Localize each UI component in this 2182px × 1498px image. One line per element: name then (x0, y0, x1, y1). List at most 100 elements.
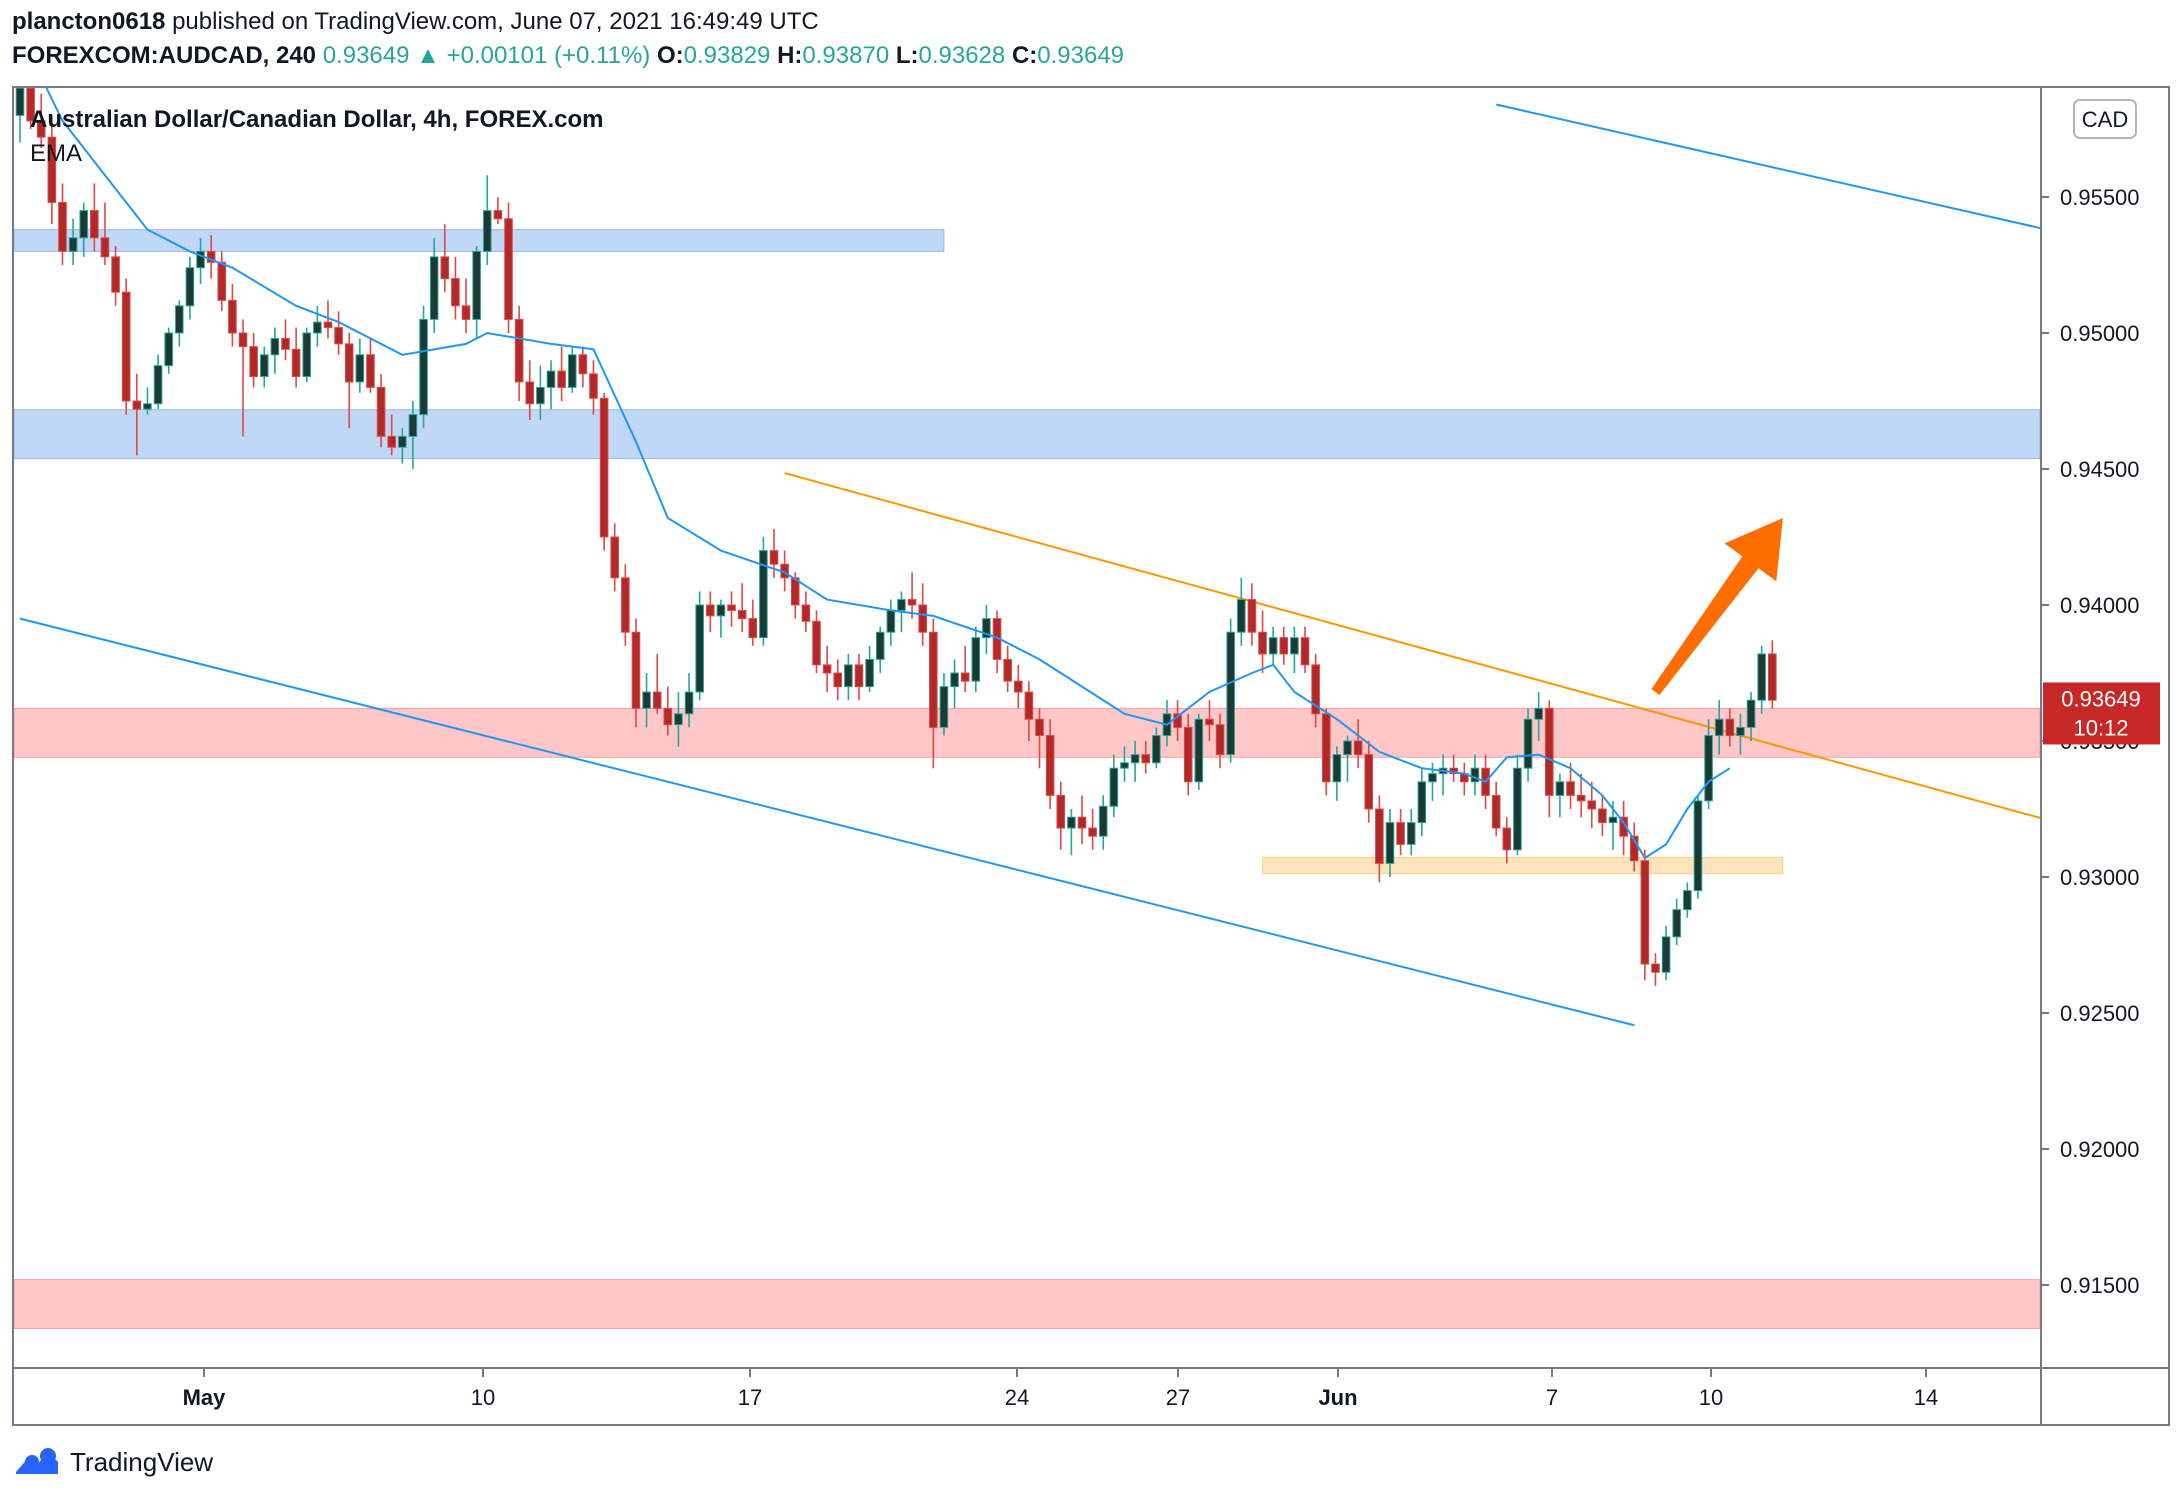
zone-support-4 (14, 1279, 2041, 1330)
candle (1183, 713, 1193, 796)
price-tick-label: 0.95500 (2060, 185, 2140, 210)
candle (1672, 898, 1682, 945)
candle-body (164, 332, 173, 367)
candle-body (865, 658, 874, 688)
candle-body (493, 210, 503, 220)
candle (525, 360, 535, 421)
close-label: C: (1011, 42, 1038, 69)
trendline-channel-upper (1495, 103, 2042, 230)
author-name[interactable]: plancton0618 (12, 8, 166, 35)
candle-body (1152, 735, 1161, 764)
candle-body (1056, 794, 1066, 829)
candle (1523, 708, 1533, 782)
price-tick-label: 0.93000 (2060, 865, 2140, 890)
candle-body (833, 672, 843, 688)
candle (323, 300, 333, 339)
chart-frame[interactable] (12, 86, 2170, 1426)
candle-body (1555, 781, 1565, 796)
published-text: published on TradingView.com, June 07, 2… (172, 8, 819, 35)
price-change: +0.00101 (+0.11%) (446, 42, 651, 69)
candle (1205, 700, 1214, 741)
price-chart[interactable]: 0.955000.950000.945000.940000.935000.930… (0, 0, 2182, 1440)
candle-body (1226, 631, 1235, 756)
candle (291, 327, 301, 388)
candle (1406, 809, 1416, 856)
candle (1141, 741, 1151, 774)
candle (971, 626, 981, 693)
candle-body (1428, 773, 1437, 783)
candle (652, 653, 662, 714)
currency-badge[interactable]: CAD (2073, 99, 2137, 139)
time-tick-label: May (183, 1385, 227, 1410)
candle (1619, 800, 1628, 856)
time-tick-label: 7 (1546, 1385, 1558, 1410)
low-label: L: (895, 42, 919, 69)
candle (844, 653, 853, 701)
candle (610, 523, 620, 592)
trendlines-layer (19, 103, 2042, 1027)
candle (684, 673, 694, 728)
candle-body (1035, 718, 1044, 737)
candle-body (759, 550, 768, 639)
candle-body (36, 120, 46, 138)
candle (642, 673, 651, 728)
candle (281, 319, 290, 361)
candle-body (387, 435, 396, 448)
candle-body (1332, 754, 1342, 783)
candle-body (1417, 781, 1427, 824)
candle-body (929, 631, 938, 728)
candle-body (376, 386, 386, 437)
last-price-badge-box (2043, 682, 2160, 745)
indicator-legend-ema[interactable]: EMA (30, 140, 83, 167)
candle (1067, 809, 1076, 856)
candle (100, 202, 110, 265)
candle (1651, 953, 1660, 986)
candle (801, 591, 811, 633)
candle (121, 278, 131, 415)
candle (748, 599, 758, 646)
candle-body (26, 88, 35, 122)
candle (1746, 692, 1756, 741)
candle (716, 599, 726, 638)
candle (1120, 746, 1129, 782)
candle-body (844, 664, 853, 688)
candle-body (153, 365, 163, 405)
candle (1311, 653, 1320, 728)
candle (546, 360, 556, 410)
candle (1290, 626, 1299, 673)
candle-body (557, 370, 566, 388)
candle-body (366, 354, 375, 388)
candle-body (1513, 767, 1522, 851)
candle (206, 235, 216, 279)
candle (1088, 809, 1097, 850)
candle (461, 278, 471, 333)
candle-body (1268, 637, 1278, 655)
candle (1768, 640, 1777, 709)
candle (1045, 719, 1055, 809)
candle (429, 237, 439, 333)
tradingview-logo[interactable]: TradingView (12, 1444, 213, 1480)
candle-body (1003, 658, 1012, 682)
candle (1449, 754, 1459, 782)
candle-body (1576, 794, 1586, 802)
candle (249, 333, 258, 388)
time-axis[interactable]: May 10 17 24 27 Jun 7 10 14 (183, 1368, 1939, 1410)
candle (567, 346, 577, 393)
candle (886, 599, 896, 646)
zone-resistance-1 (14, 409, 2041, 460)
candle-body (259, 354, 269, 378)
candle (674, 692, 683, 747)
candle (1237, 577, 1246, 646)
candle (1024, 681, 1034, 741)
candle-body (790, 577, 800, 606)
candle-body (567, 354, 577, 388)
candle (1460, 762, 1469, 796)
candle (1013, 664, 1023, 709)
price-tick-label: 0.92000 (2060, 1137, 2140, 1162)
price-tick-label: 0.92500 (2060, 1001, 2140, 1026)
candle-body (589, 373, 598, 399)
candle (578, 346, 588, 388)
candle-body (631, 631, 641, 709)
candle (1258, 610, 1267, 673)
candle-body (897, 599, 906, 611)
